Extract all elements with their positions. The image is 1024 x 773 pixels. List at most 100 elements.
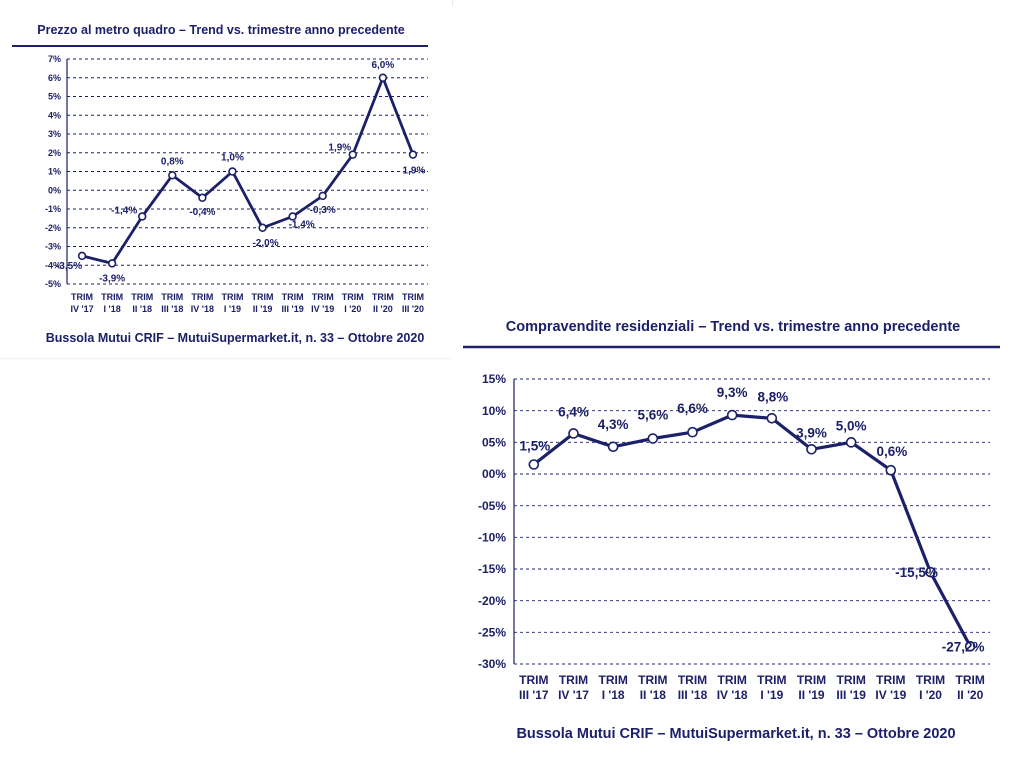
data-point [138,212,147,221]
x-tick-label: TRIM [131,292,153,302]
data-label: 0,8% [161,156,184,167]
x-tick-label: TRIM [797,673,826,687]
data-label: 0,6% [876,444,907,459]
data-label: -3,9% [99,273,125,284]
data-point [647,433,659,444]
x-tick-label: TRIM [916,673,945,687]
data-point [568,428,579,439]
data-point [318,191,327,201]
x-tick-label: TRIM [638,673,667,687]
x-tick-label: III '19 [282,304,304,314]
x-tick-label: IV '18 [717,688,748,702]
divider [0,358,452,359]
data-point [726,409,738,421]
x-tick-label: TRIM [312,292,334,302]
data-point [528,459,540,470]
y-tick-label: 0% [48,185,61,195]
data-point [766,412,778,424]
data-label: -1,4% [289,220,315,231]
y-tick-label: -30% [478,657,506,671]
x-tick-label: TRIM [252,292,274,302]
data-label: 5,6% [637,408,668,423]
data-label: -15,5% [895,565,938,580]
x-tick-label: II '18 [132,304,152,314]
data-point [288,212,297,221]
x-tick-label: TRIM [161,292,183,302]
x-tick-label: II '20 [373,304,393,314]
x-tick-label: TRIM [282,292,304,302]
x-tick-label: TRIM [718,673,747,687]
y-tick-label: -20% [478,594,506,608]
data-label: -0,3% [310,205,336,216]
y-tick-label: 6% [48,73,61,83]
data-label: 1,5% [519,439,550,454]
data-point [607,441,619,453]
data-label: 8,8% [757,389,788,404]
x-tick-label: I '18 [104,304,121,314]
x-tick-label: TRIM [372,292,394,302]
y-tick-label: -10% [478,531,506,545]
x-tick-label: TRIM [402,292,424,302]
y-tick-label: 3% [48,129,61,139]
x-tick-label: I '20 [344,304,361,314]
x-tick-label: TRIM [599,673,628,687]
y-tick-label: -5% [45,279,61,289]
x-tick-label: TRIM [837,673,866,687]
x-tick-label: TRIM [191,292,213,302]
data-point [198,193,207,202]
x-tick-label: TRIM [876,673,905,687]
data-label: -1,4% [111,206,137,217]
data-label: 6,4% [558,404,589,419]
chart-price-per-sqm-svg: Prezzo al metro quadro – Trend vs. trime… [12,23,428,345]
x-tick-label: TRIM [101,292,123,302]
x-tick-label: III '18 [678,688,708,702]
x-tick-label: TRIM [71,292,93,302]
x-tick-label: I '19 [760,688,783,702]
data-label: -3,5% [56,261,82,272]
chart-title: Prezzo al metro quadro – Trend vs. trime… [37,23,405,37]
y-tick-label: 5% [48,92,61,102]
y-tick-label: 7% [48,54,61,64]
y-tick-label: 2% [48,148,61,158]
y-tick-label: -2% [45,223,61,233]
data-point [845,437,857,448]
chart-price-per-sqm: Prezzo al metro quadro – Trend vs. trime… [0,0,452,358]
y-tick-label: 10% [482,404,506,418]
x-tick-label: TRIM [678,673,707,687]
y-tick-label: -15% [478,562,506,576]
data-label: 6,6% [677,401,708,416]
y-tick-label: -05% [478,499,506,513]
data-label: 9,3% [717,385,748,400]
y-tick-label: 1% [48,167,61,177]
data-point [258,223,267,232]
y-tick-label: 4% [48,110,61,120]
x-tick-label: III '17 [519,688,549,702]
data-point [168,171,177,180]
data-point [378,73,388,82]
data-point [806,444,817,455]
x-tick-label: III '20 [402,304,424,314]
data-point [77,251,87,261]
x-tick-label: TRIM [221,292,243,302]
data-label: 6,0% [371,60,394,71]
data-point [885,464,897,476]
chart-residential-sales: Compravendite residenziali – Trend vs. t… [459,307,1024,768]
y-tick-label: 15% [482,372,506,386]
divider [452,0,453,6]
data-label: -27,2% [942,639,985,654]
x-tick-label: II '18 [640,688,667,702]
y-tick-label: -1% [45,204,61,214]
data-label: -2,0% [252,238,278,249]
x-tick-label: TRIM [757,673,786,687]
chart-residential-sales-svg: Compravendite residenziali – Trend vs. t… [463,319,1000,742]
data-point [687,426,698,438]
x-tick-label: II '20 [957,688,984,702]
data-point [348,150,357,159]
y-tick-label: -4% [45,260,61,270]
series-line [532,413,972,648]
source-caption: Bussola Mutui CRIF – MutuiSupermarket.it… [516,726,955,742]
x-tick-label: I '19 [224,304,241,314]
x-tick-label: IV '19 [875,688,906,702]
data-point [964,640,976,652]
x-tick-label: IV '17 [558,688,589,702]
